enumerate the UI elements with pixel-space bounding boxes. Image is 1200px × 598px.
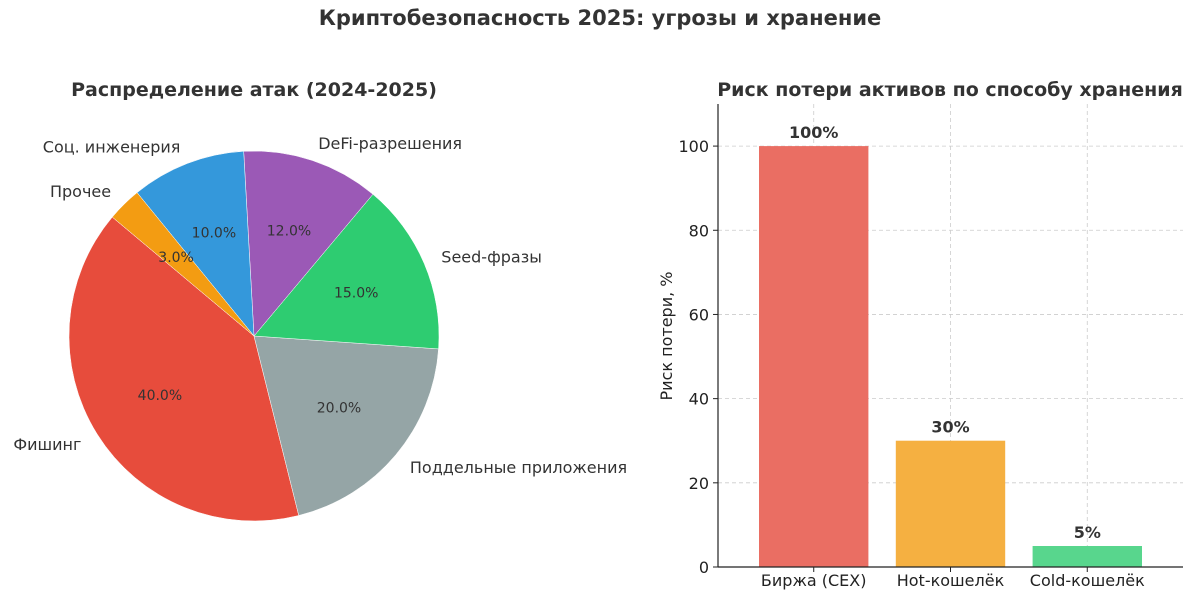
bar-value-label: 100% bbox=[789, 123, 838, 142]
pie-title: Распределение атак (2024-2025) bbox=[71, 79, 437, 101]
pie-category-label: Прочее bbox=[50, 182, 111, 201]
bar-title: Риск потери активов по способу хранения bbox=[717, 79, 1183, 101]
bar-cold-кошелёк bbox=[1032, 546, 1142, 567]
pie-slice-seed-фразы bbox=[253, 193, 440, 350]
x-tick-label: Cold-кошелёк bbox=[1030, 571, 1145, 590]
y-tick-label: 60 bbox=[689, 305, 709, 324]
bar-chart: Риск потери активов по способу хранения … bbox=[657, 79, 1183, 590]
pie-pct-label: 20.0% bbox=[317, 400, 361, 416]
bar-value-label: 30% bbox=[931, 418, 969, 437]
pie-category-label: DeFi-разрешения bbox=[318, 134, 462, 153]
pie-pct-label: 40.0% bbox=[138, 388, 182, 404]
y-tick-label: 0 bbox=[699, 558, 709, 577]
x-tick-label: Биржа (CEX) bbox=[761, 571, 867, 590]
y-tick-label: 20 bbox=[689, 474, 709, 493]
pie-pct-label: 3.0% bbox=[158, 250, 194, 266]
y-axis-label: Риск потери, % bbox=[657, 272, 676, 401]
pie-slice-defi-разрешения bbox=[243, 150, 374, 337]
pie-category-label: Фишинг bbox=[13, 435, 81, 454]
pie-slice-прочее bbox=[111, 192, 255, 337]
pie-category-label: Поддельные приложения bbox=[410, 458, 627, 477]
x-tick-label: Hot-кошелёк bbox=[897, 571, 1005, 590]
pie-pct-label: 15.0% bbox=[334, 286, 378, 302]
pie-slice-фишинг bbox=[68, 216, 300, 522]
pie-pct-label: 10.0% bbox=[192, 226, 236, 242]
bar-hot-кошелёк bbox=[895, 440, 1006, 567]
pie-category-label: Seed-фразы bbox=[441, 248, 542, 267]
pie-pct-label: 12.0% bbox=[267, 224, 311, 240]
y-tick-label: 40 bbox=[689, 390, 709, 409]
bar-value-label: 5% bbox=[1074, 523, 1101, 542]
bar-биржа-cex bbox=[759, 146, 869, 567]
y-tick-label: 100 bbox=[678, 137, 709, 156]
pie-slice-поддельные-приложения bbox=[253, 335, 439, 516]
figure-title: Криптобезопасность 2025: угрозы и хранен… bbox=[318, 6, 882, 30]
pie-slice-соц-инженерия bbox=[136, 151, 255, 337]
y-tick-label: 80 bbox=[689, 221, 709, 240]
pie-chart: Распределение атак (2024-2025) 40.0% Фиши… bbox=[13, 79, 627, 522]
pie-category-label: Соц. инженерия bbox=[43, 137, 181, 156]
